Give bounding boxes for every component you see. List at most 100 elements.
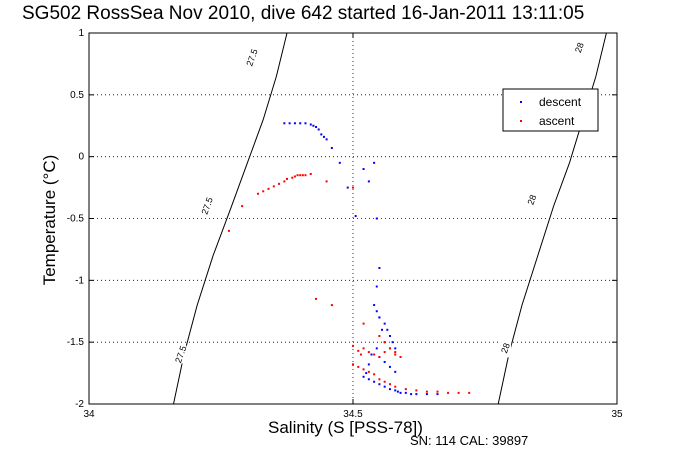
isopycnal-label-bg [176, 345, 187, 364]
y-tick-label: -1 [75, 275, 84, 286]
ascent-point [362, 368, 365, 371]
ascent-point [352, 344, 354, 347]
isopycnal-label: 28 [573, 41, 586, 54]
ascent-point [362, 322, 365, 325]
y-tick-label: -0.5 [67, 214, 85, 225]
ascent-point [256, 192, 259, 195]
y-axis-label: Temperature (°C) [40, 154, 59, 286]
descent-point [436, 393, 439, 396]
descent-point [338, 161, 341, 164]
isopycnal-label: 28 [526, 193, 539, 206]
x-tick-label: 34.5 [343, 409, 363, 420]
descent-point [346, 186, 349, 189]
ascent-point [378, 378, 381, 381]
ascent-point [394, 385, 397, 388]
legend: descent ascent [502, 88, 599, 132]
descent-point [404, 391, 407, 394]
isopycnal-label-bg [247, 48, 258, 67]
descent-point [373, 161, 376, 164]
y-tick-label: 0 [78, 152, 84, 163]
y-tick-label: 0.5 [70, 90, 84, 101]
ascent-point [383, 341, 386, 344]
descent-point [375, 347, 378, 350]
descent-point [375, 217, 378, 220]
descent-point [293, 122, 296, 125]
descent-point [315, 125, 318, 128]
descent-point [365, 372, 368, 375]
ascent-point [367, 351, 370, 354]
descent-point [325, 138, 328, 141]
descent-point [322, 135, 325, 138]
descent-point [304, 122, 307, 125]
ascent-point [272, 185, 275, 188]
ascent-point [436, 390, 439, 393]
descent-point [375, 285, 378, 288]
descent-point [394, 347, 397, 350]
descent-point [399, 391, 402, 394]
ascent-point [378, 356, 381, 359]
descent-point [378, 383, 381, 386]
ascent-point [315, 297, 318, 300]
descent-point [381, 328, 384, 331]
ascent-point [325, 180, 328, 183]
descent-point [375, 310, 378, 313]
descent-point [425, 393, 428, 396]
descent-point [317, 128, 320, 131]
x-tick-label: 34 [83, 409, 95, 420]
ascent-point [388, 383, 391, 386]
ascent-point [383, 380, 386, 383]
descent-point [362, 168, 365, 171]
ascent-point [373, 373, 376, 376]
ascent-point [468, 391, 471, 394]
y-tick-label: -2 [75, 399, 84, 410]
descent-point [283, 122, 286, 125]
data-points [227, 122, 471, 396]
descent-point [312, 124, 315, 127]
legend-marker-ascent [520, 120, 522, 122]
descent-point [378, 266, 381, 269]
descent-point [388, 334, 391, 337]
isopycnal-label-bg [501, 339, 512, 358]
axis-ticks: 34 34.5 35 -2 -1.5 -1 -0.5 0 0.5 1 [67, 28, 623, 420]
y-tick-label: 1 [78, 28, 84, 39]
ascent-point [394, 351, 397, 354]
descent-point [362, 375, 365, 378]
ascent-point [367, 370, 370, 373]
ascent-point [425, 390, 428, 393]
ascent-point [394, 353, 397, 356]
ascent-point [299, 174, 302, 177]
x-axis-label: Salinity (S [PSS-78]) [268, 418, 423, 437]
ascent-point [262, 190, 265, 193]
descent-point [394, 370, 397, 373]
ascent-point [267, 187, 270, 190]
isopycnal-label-bg [575, 38, 586, 57]
ascent-point [291, 176, 294, 179]
descent-point [386, 328, 389, 331]
ascent-point [227, 229, 230, 232]
isopycnal-label-bg [202, 197, 213, 216]
descent-point [367, 378, 370, 381]
descent-point [320, 133, 323, 136]
ascent-point [457, 391, 460, 394]
ascent-point [359, 353, 362, 356]
descent-point [309, 123, 312, 126]
ascent-point [415, 389, 418, 392]
descent-point [394, 389, 397, 392]
ascent-point [399, 356, 402, 359]
ascent-point [301, 174, 304, 177]
chart-title: SG502 RossSea Nov 2010, dive 642 started… [22, 3, 585, 24]
ascent-point [378, 334, 381, 337]
descent-point [388, 388, 391, 391]
descent-point [354, 215, 357, 218]
legend-marker-descent [520, 101, 522, 103]
legend-label-ascent: ascent [539, 114, 575, 128]
ascent-point [388, 347, 391, 350]
descent-point [330, 147, 333, 150]
ascent-point [352, 186, 354, 189]
descent-point [383, 360, 386, 363]
ascent-point [362, 347, 365, 350]
legend-box [502, 88, 599, 132]
ascent-point [296, 174, 299, 177]
